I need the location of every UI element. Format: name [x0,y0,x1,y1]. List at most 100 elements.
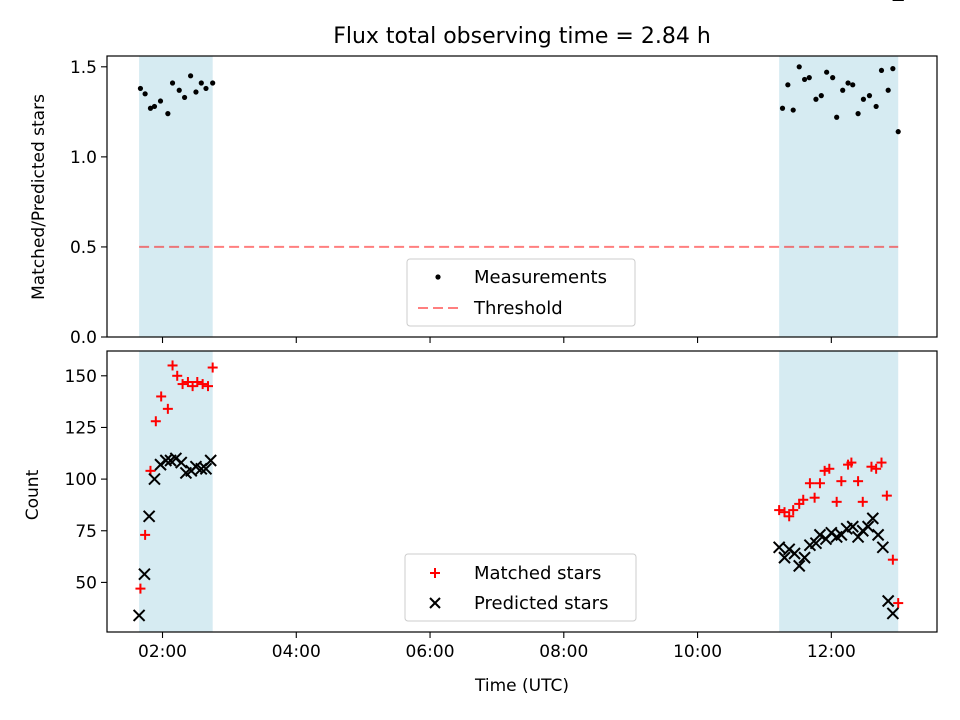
matched-stars-point [893,598,904,609]
measurements-point [188,73,194,79]
measurements-point [165,111,171,117]
predicted-stars-point [813,528,827,542]
predicted-stars-point [798,551,811,564]
matched-stars-point [192,376,203,387]
predicted-stars-point [881,594,895,608]
matched-stars-point [809,492,820,503]
matched-stars-point [788,505,799,516]
measurements-point [860,96,867,102]
x-axis-label: Time (UTC) [474,676,569,696]
matched-stars-point [814,478,825,489]
matched-stars-point [156,391,167,402]
predicted-stars-point [871,528,885,542]
measurements-point [878,67,885,74]
measurements-point [845,80,851,86]
matched-stars-point [135,583,146,594]
count-observing-window-1 [139,351,213,632]
predicted-stars-point [866,512,880,525]
matched-stars-point [798,494,809,505]
measurements-point [834,114,840,120]
legend-marker-measurements [435,274,441,280]
ratio-y-tick-label: 0.5 [70,238,97,258]
measurements-point [885,87,891,93]
measurements-point [824,69,830,75]
predicted-stars-point [788,547,801,560]
ratio-panel-legend: Measurements Threshold [406,258,636,327]
measurements-point [203,85,209,92]
matched-stars-point [857,496,868,507]
matched-stars-point [197,379,208,390]
count-panel: 50 75 100 125 150 02:00 04:00 06:00 08:00 10:00 1… [23,0,938,696]
measurements-point [895,129,901,135]
matched-stars-point [866,461,877,472]
measurements-point [890,66,896,72]
predicted-stars-point [148,472,161,486]
predicted-stars-point [132,609,146,622]
matched-stars-point [167,360,178,371]
measurements-point [137,85,144,92]
matched-stars-point [853,476,864,487]
ratio-observing-window-1 [139,56,213,337]
predicted-stars-point [772,541,786,554]
measurements-point [785,82,791,88]
ratio-observing-window-2 [779,56,899,337]
matched-stars-point [871,463,882,474]
x-tick-label: 06:00 [406,642,455,662]
matched-stars-point [140,529,151,540]
matched-stars-point [172,370,183,381]
measurements-point [779,105,786,111]
ratio-panel-legend-frame [406,258,636,327]
legend-label-threshold: Threshold [473,298,563,319]
count-y-tick-label: 100 [65,470,97,490]
count-y-tick-label: 75 [75,522,97,542]
measurements-point [147,105,154,111]
measurements-point [866,93,873,99]
measurements-point [193,89,199,95]
measurements-point [801,76,808,83]
matched-stars-point [207,362,218,373]
measurements-point [840,87,846,93]
measurements-point [210,80,216,86]
predicted-stars-point [142,510,156,523]
ratio-y-tick-label: 1.5 [70,58,97,78]
ratio-panel: 0.0 0.5 1.0 1.5 Matched/Predicted stars Mea… [29,55,938,348]
legend-marker-predicted-stars [429,597,441,609]
x-tick-label: 10:00 [673,642,722,662]
matched-stars-point [774,505,785,516]
predicted-stars-point [159,454,173,467]
x-tick-label: 12:00 [807,642,856,662]
measurements-point [181,94,188,101]
predicted-stars-point [778,551,791,564]
predicted-stars-point [861,520,875,533]
predicted-stars-point [175,456,188,469]
measurements-point [790,107,796,113]
matched-stars-point [202,381,213,392]
matched-stars-point [824,463,835,474]
ratio-y-tick-label: 0.0 [70,328,97,348]
predicted-stars-point [886,607,900,620]
ratio-panel-frame [106,55,938,338]
matched-stars-point [831,496,842,507]
chart-title: Flux total observing time = 2.84 h [333,24,711,49]
ratio-panel-y-axis-label: Matched/Predicted stars [29,94,49,300]
measurements-point [850,82,856,88]
measurements-point [806,75,812,81]
matched-stars-point [819,465,830,476]
x-tick-label: 08:00 [539,642,588,662]
count-panel-y-axis-label: Count [23,469,43,520]
matched-stars-point [150,416,161,427]
measurements-point [198,80,204,86]
count-panel-legend-frame [404,553,637,622]
x-tick-label: 02:00 [138,642,187,662]
predicted-stars-point [876,541,890,554]
ratio-y-tick-label: 1.0 [70,148,97,168]
predicted-stars-point [204,454,217,467]
measurements-point [142,91,148,97]
matched-stars-point [881,490,892,501]
matched-stars-point [177,379,188,390]
x-tick-label: 04:00 [272,642,321,662]
legend-marker-matched-stars [430,568,440,578]
matched-stars-point [836,476,847,487]
predicted-stars-point [851,530,865,544]
measurements-point [176,87,182,93]
